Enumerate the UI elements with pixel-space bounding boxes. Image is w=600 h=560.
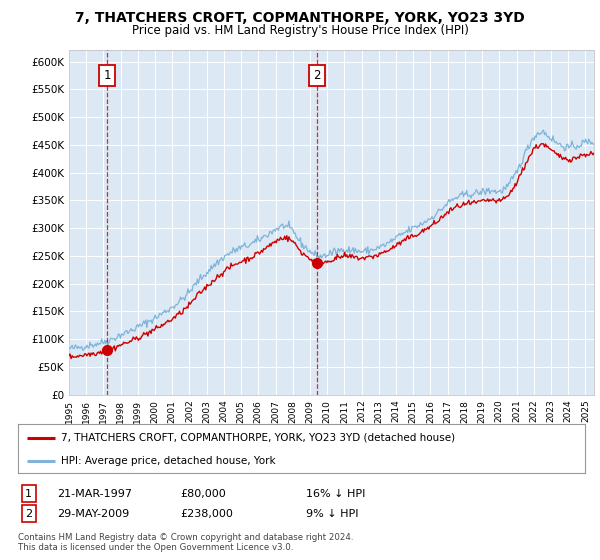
Text: 2: 2 <box>25 508 32 519</box>
Text: 1: 1 <box>103 69 111 82</box>
Text: Price paid vs. HM Land Registry's House Price Index (HPI): Price paid vs. HM Land Registry's House … <box>131 24 469 37</box>
Text: 21-MAR-1997: 21-MAR-1997 <box>57 489 132 499</box>
Text: 16% ↓ HPI: 16% ↓ HPI <box>306 489 365 499</box>
Text: 1: 1 <box>25 489 32 499</box>
Text: 7, THATCHERS CROFT, COPMANTHORPE, YORK, YO23 3YD: 7, THATCHERS CROFT, COPMANTHORPE, YORK, … <box>75 11 525 25</box>
Text: This data is licensed under the Open Government Licence v3.0.: This data is licensed under the Open Gov… <box>18 543 293 552</box>
Text: 9% ↓ HPI: 9% ↓ HPI <box>306 508 359 519</box>
Text: 7, THATCHERS CROFT, COPMANTHORPE, YORK, YO23 3YD (detached house): 7, THATCHERS CROFT, COPMANTHORPE, YORK, … <box>61 433 455 443</box>
Text: Contains HM Land Registry data © Crown copyright and database right 2024.: Contains HM Land Registry data © Crown c… <box>18 533 353 542</box>
Text: HPI: Average price, detached house, York: HPI: Average price, detached house, York <box>61 456 275 466</box>
Text: 29-MAY-2009: 29-MAY-2009 <box>57 508 129 519</box>
Text: £80,000: £80,000 <box>180 489 226 499</box>
Text: 2: 2 <box>313 69 321 82</box>
Text: £238,000: £238,000 <box>180 508 233 519</box>
